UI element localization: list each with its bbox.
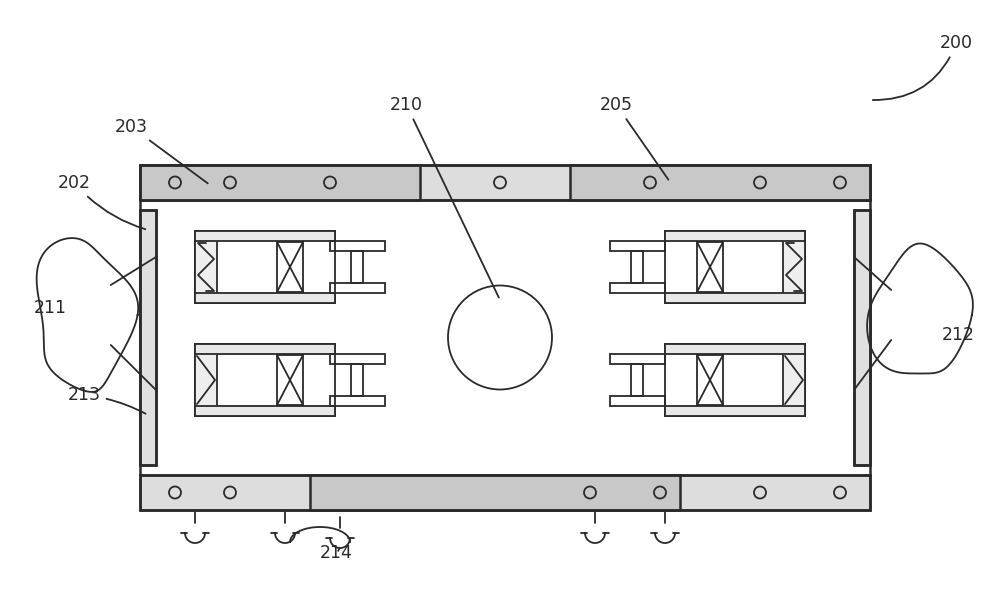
Bar: [610, 283, 665, 293]
Bar: [351, 251, 363, 283]
Text: 214: 214: [320, 544, 353, 562]
Text: 202: 202: [58, 174, 145, 229]
Bar: [195, 293, 335, 303]
Bar: [665, 231, 805, 303]
Bar: [665, 344, 805, 354]
Bar: [140, 475, 870, 510]
Bar: [195, 344, 217, 416]
Text: 211: 211: [34, 299, 66, 317]
Bar: [195, 406, 335, 416]
Bar: [140, 210, 156, 465]
Text: 205: 205: [600, 96, 668, 180]
Bar: [140, 165, 870, 200]
Bar: [570, 165, 870, 200]
Bar: [310, 475, 680, 510]
Text: 200: 200: [873, 34, 973, 100]
Text: 210: 210: [390, 96, 499, 298]
Text: 213: 213: [68, 386, 146, 414]
Bar: [854, 210, 870, 465]
Bar: [610, 241, 665, 251]
Bar: [330, 241, 385, 251]
Bar: [631, 364, 643, 396]
Bar: [195, 344, 335, 354]
Bar: [351, 364, 363, 396]
Bar: [665, 406, 805, 416]
Bar: [195, 231, 335, 241]
Bar: [610, 396, 665, 406]
Bar: [854, 210, 870, 465]
Bar: [140, 210, 156, 465]
Bar: [330, 354, 385, 364]
Bar: [195, 231, 217, 303]
Bar: [140, 165, 870, 510]
Bar: [783, 231, 805, 303]
Text: 203: 203: [115, 118, 208, 183]
Bar: [665, 344, 805, 416]
Bar: [330, 396, 385, 406]
Text: 212: 212: [942, 326, 975, 344]
Bar: [330, 283, 385, 293]
Bar: [195, 344, 335, 416]
Bar: [665, 293, 805, 303]
Bar: [665, 231, 805, 241]
Bar: [631, 251, 643, 283]
Bar: [140, 165, 420, 200]
Bar: [610, 354, 665, 364]
Bar: [195, 231, 335, 303]
Bar: [783, 344, 805, 416]
